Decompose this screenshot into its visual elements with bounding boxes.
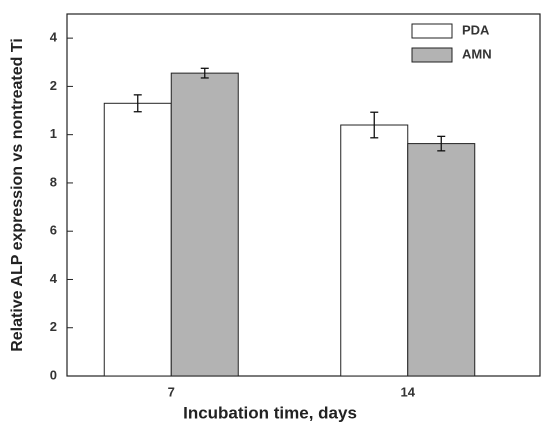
y-axis-label: Relative ALP expression vs nontreated Ti [9,38,26,352]
legend-label: PDA [462,22,490,37]
y-tick-label: 4 [50,30,58,45]
x-tick-label: 14 [401,384,416,399]
error-bar [437,135,446,152]
error-bar [370,111,379,139]
y-tick-label: 1 [50,126,57,141]
error-bar [200,67,209,79]
x-axis-label: Incubation time, days [183,403,357,422]
y-tick-label: 2 [50,319,57,334]
legend-label: AMN [462,46,492,61]
y-tick-label: 0 [50,367,57,382]
bar [170,72,239,377]
error-bar [133,94,142,113]
bar [340,124,409,377]
y-tick-label: 4 [50,271,58,286]
legend-swatch [411,23,453,39]
bar [407,143,476,377]
plot-frame [66,13,541,377]
bar [103,102,172,377]
x-tick-label: 7 [168,384,175,399]
legend-swatch [411,47,453,63]
y-tick-label: 8 [50,174,57,189]
y-tick-label: 6 [50,223,57,238]
y-tick-label: 2 [50,78,57,93]
